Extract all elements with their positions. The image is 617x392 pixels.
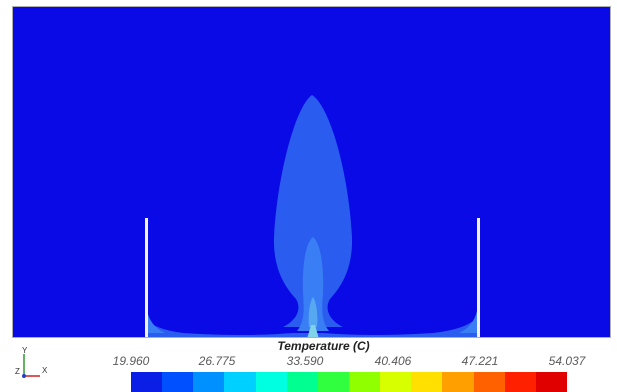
colorbar-swatch (193, 372, 225, 392)
contour-plot (13, 7, 610, 337)
legend-tick-label: 47.221 (461, 354, 499, 368)
left-wall (145, 218, 148, 337)
plume-mid (297, 237, 329, 331)
colorbar-swatch (504, 372, 536, 392)
colorbar-swatch (224, 372, 256, 392)
temperature-colorbar (131, 372, 567, 392)
plume-core (308, 297, 318, 327)
colorbar-swatch (317, 372, 349, 392)
colorbar-swatch (286, 372, 318, 392)
colorbar-swatch (348, 372, 381, 392)
colorbar-swatch (162, 372, 194, 392)
temperature-contour-viewport[interactable] (12, 6, 611, 338)
z-axis-marker (22, 374, 26, 378)
colorbar-swatch (442, 372, 474, 392)
colorbar-swatch (131, 372, 163, 392)
plume-outer (273, 95, 353, 327)
colorbar-swatch (535, 372, 567, 392)
right-corner-warm (459, 311, 477, 333)
legend-tick-label: 33.590 (286, 354, 324, 368)
axis-triad: Y Z X (14, 346, 54, 386)
legend-title: Temperature (C) (277, 339, 370, 353)
left-corner-warm (147, 311, 165, 333)
right-wall (477, 218, 480, 337)
y-axis-label: Y (22, 346, 28, 355)
colorbar-swatch (473, 372, 505, 392)
legend-tick-label: 40.406 (374, 354, 412, 368)
colorbar-swatch (411, 372, 443, 392)
legend-tick-label: 26.775 (198, 354, 236, 368)
z-axis-label: Z (15, 367, 20, 376)
colorbar-swatch (255, 372, 287, 392)
plume-hot-source (307, 325, 319, 337)
x-axis-label: X (42, 366, 48, 375)
legend-tick-label: 19.960 (112, 354, 150, 368)
colorbar-swatch (380, 372, 412, 392)
legend-tick-label: 54.037 (548, 354, 586, 368)
